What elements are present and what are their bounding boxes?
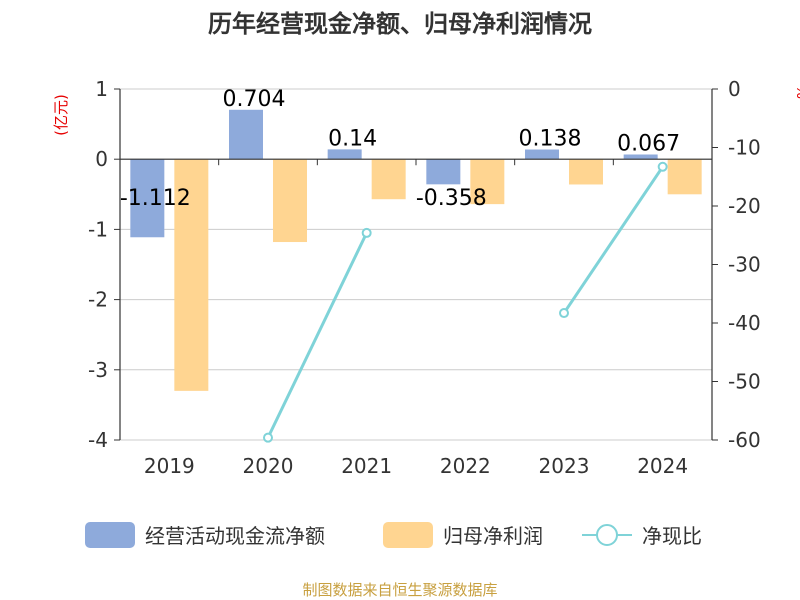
cash-flow-bar — [130, 159, 165, 238]
cash-flow-bar — [623, 154, 658, 160]
ratio-point — [263, 432, 273, 443]
cash-flow-bar — [327, 149, 362, 160]
net-profit-bar — [569, 159, 603, 185]
left-axis-unit: (亿元) — [52, 94, 70, 136]
legend-label-cash-flow: 经营活动现金流净额 — [145, 524, 325, 548]
right-tick-label: -60 — [728, 428, 761, 452]
legend-swatch-net-profit — [383, 522, 433, 548]
left-tick-label: 1 — [95, 77, 108, 101]
cash-flow-bar — [229, 109, 263, 160]
cash-flow-data-label: -1.112 — [120, 186, 191, 211]
cash-flow-data-label: 0.14 — [328, 126, 377, 151]
left-tick-label: -4 — [88, 428, 108, 452]
legend-swatch-cash-flow — [85, 522, 135, 548]
right-tick-label: -40 — [728, 311, 761, 335]
right-tick-label: -10 — [728, 136, 761, 160]
cash-flow-data-label: -0.358 — [416, 186, 487, 211]
line-layer — [263, 161, 668, 443]
left-tick-label: -3 — [88, 358, 108, 382]
net-profit-bar — [174, 159, 209, 391]
chart-title: 历年经营现金净额、归母净利润情况 — [208, 10, 592, 38]
right-tick-label: -50 — [728, 370, 761, 394]
cash-flow-bar — [525, 149, 559, 160]
category-label: 2019 — [144, 454, 195, 478]
source-note: 制图数据来自恒生聚源数据库 — [302, 581, 497, 599]
right-tick-label: -20 — [728, 194, 761, 218]
left-tick-label: -1 — [88, 217, 108, 241]
cash-flow-bar — [426, 159, 461, 185]
cash-flow-data-label: 0.067 — [617, 131, 680, 156]
left-tick-label: -2 — [88, 288, 108, 312]
cash-flow-data-label: 0.704 — [223, 87, 286, 112]
ratio-line — [266, 232, 369, 439]
ratio-line — [562, 165, 664, 314]
cash-flow-data-label: 0.138 — [519, 127, 582, 152]
legend-label-ratio: 净现比 — [642, 524, 702, 548]
legend-label-net-profit: 归母净利润 — [443, 524, 543, 548]
category-label: 2022 — [440, 454, 491, 478]
category-label: 2024 — [637, 454, 688, 478]
legend-marker-ratio — [596, 524, 618, 546]
left-tick-label: 0 — [95, 147, 108, 171]
net-profit-bar — [667, 159, 702, 195]
category-label: 2023 — [539, 454, 590, 478]
ratio-point — [559, 308, 569, 319]
net-profit-bar — [470, 159, 505, 205]
category-label: 2021 — [341, 454, 392, 478]
ratio-point — [657, 161, 668, 172]
net-profit-bar — [273, 159, 307, 243]
bar-layer — [130, 109, 702, 391]
net-profit-bar — [371, 159, 406, 200]
legend: 经营活动现金流净额 归母净利润 净现比 — [85, 522, 702, 548]
right-axis-unit: % — [793, 85, 800, 99]
right-tick-label: 0 — [728, 77, 741, 101]
label-layer: -1.112 0.704 0.14 -0.358 0.138 0.067 — [120, 87, 680, 211]
ratio-point — [361, 227, 372, 238]
category-label: 2020 — [243, 454, 294, 478]
right-tick-label: -30 — [728, 253, 761, 277]
